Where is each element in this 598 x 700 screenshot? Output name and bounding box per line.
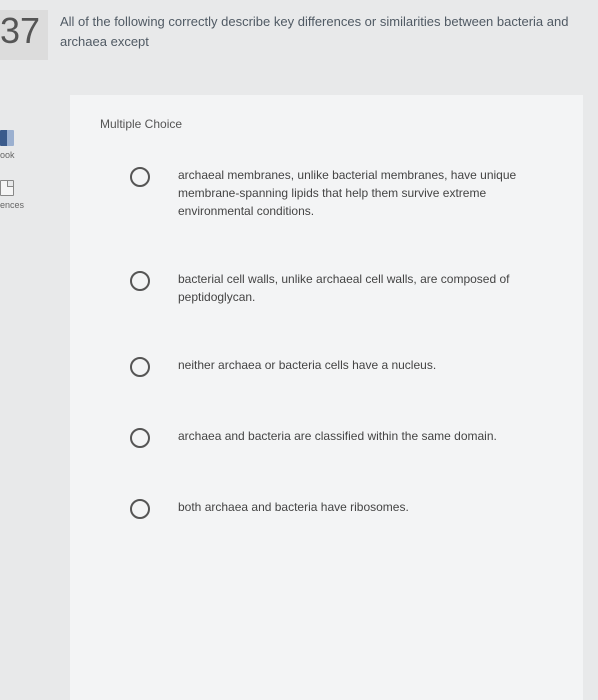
choice-text: archaeal membranes, unlike bacterial mem… bbox=[178, 166, 553, 220]
sidebar-item-references[interactable]: ences bbox=[0, 180, 40, 210]
choice-text: neither archaea or bacteria cells have a… bbox=[178, 356, 446, 374]
book-icon bbox=[0, 130, 14, 146]
choice-row[interactable]: bacterial cell walls, unlike archaeal ce… bbox=[100, 270, 553, 306]
sidebar-item-label: ook bbox=[0, 150, 15, 160]
choice-row[interactable]: both archaea and bacteria have ribosomes… bbox=[100, 498, 553, 519]
question-number: 37 bbox=[0, 10, 48, 60]
choice-row[interactable]: archaea and bacteria are classified with… bbox=[100, 427, 553, 448]
content-area: Multiple Choice archaeal membranes, unli… bbox=[70, 95, 583, 700]
radio-button[interactable] bbox=[130, 357, 150, 377]
sidebar: ook ences bbox=[0, 130, 40, 230]
choice-text: both archaea and bacteria have ribosomes… bbox=[178, 498, 419, 516]
radio-button[interactable] bbox=[130, 499, 150, 519]
radio-button[interactable] bbox=[130, 167, 150, 187]
radio-button[interactable] bbox=[130, 271, 150, 291]
choice-row[interactable]: neither archaea or bacteria cells have a… bbox=[100, 356, 553, 377]
choice-text: bacterial cell walls, unlike archaeal ce… bbox=[178, 270, 553, 306]
section-label: Multiple Choice bbox=[100, 117, 553, 131]
document-icon bbox=[0, 180, 14, 196]
question-text: All of the following correctly describe … bbox=[60, 12, 578, 51]
radio-button[interactable] bbox=[130, 428, 150, 448]
choice-text: archaea and bacteria are classified with… bbox=[178, 427, 507, 445]
sidebar-item-label: ences bbox=[0, 200, 24, 210]
choice-row[interactable]: archaeal membranes, unlike bacterial mem… bbox=[100, 166, 553, 220]
sidebar-item-book[interactable]: ook bbox=[0, 130, 40, 160]
